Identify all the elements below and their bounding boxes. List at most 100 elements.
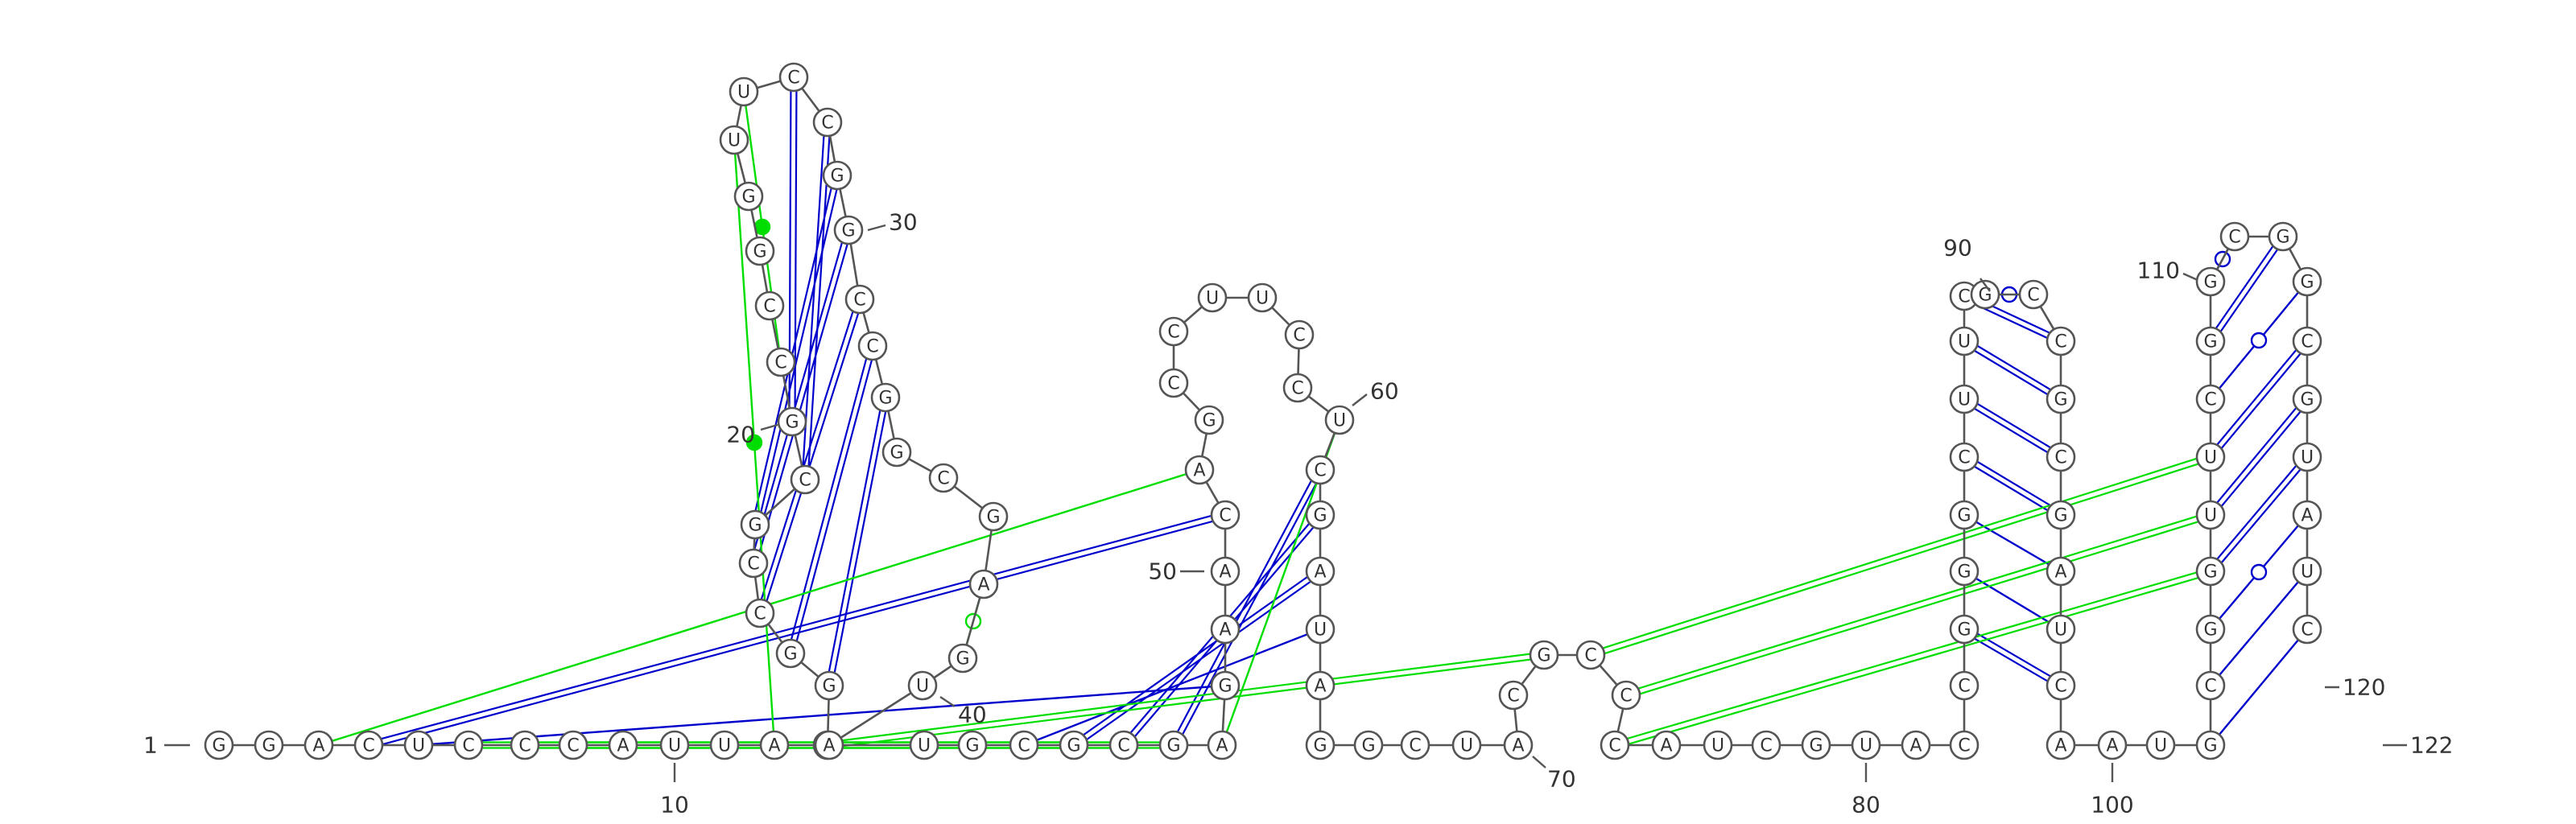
nucleotide-letter: A: [312, 736, 324, 756]
nucleotide-letter: G: [748, 516, 762, 536]
base-pair-74-107-line-1: [1624, 511, 2211, 694]
nucleotide-50: A: [1210, 556, 1241, 587]
base-pair-103-120-line: [2210, 628, 2308, 746]
nucleotide-circle: [2046, 614, 2076, 645]
nucleotide-23: G: [745, 236, 775, 266]
base-pair-18-29-line-1: [751, 174, 836, 525]
nucleotide-circle: [928, 463, 959, 493]
nucleotide-circle: [1400, 730, 1430, 760]
base-pair-14-33-line-2: [831, 398, 890, 686]
nucleotide-circle: [790, 464, 820, 495]
nucleotide-119: U: [2292, 556, 2322, 587]
nucleotide-41: U: [909, 730, 939, 760]
label-30: 30: [889, 209, 918, 236]
nucleotide-letter: A: [1660, 736, 1672, 756]
nucleotide-letter: G: [890, 443, 903, 464]
nucleotide-29: G: [822, 160, 852, 191]
nucleotide-circle: [1210, 670, 1241, 701]
nucleotide-20: G: [777, 406, 807, 437]
nucleotide-15: G: [775, 638, 806, 669]
nucleotide-circle: [2046, 384, 2076, 414]
nucleotide-42: G: [957, 730, 988, 760]
nucleotide-circle: [1949, 670, 1979, 701]
nucleotide-circle: [814, 670, 844, 701]
base-pair-110-113-line-2: [2211, 237, 2286, 344]
nucleotide-letter: G: [1202, 411, 1216, 431]
nucleotide-56: U: [1197, 282, 1228, 313]
nucleotide-letter: G: [783, 645, 797, 665]
nucleotide-57: U: [1247, 282, 1278, 313]
nucleotide-letter: U: [2204, 506, 2217, 526]
nucleotide-64: U: [1305, 614, 1335, 645]
nucleotide-circle: [1009, 730, 1039, 760]
tick-90: [1979, 278, 1991, 292]
nucleotide-circle: [745, 236, 775, 266]
position-labels: 1 122 10 20 30 40 50 60 70 80 90 100 110…: [143, 209, 2453, 818]
nucleotide-circle: [510, 730, 540, 760]
nucleotide-116: G: [2292, 384, 2322, 414]
nucleotide-71: C: [1498, 680, 1529, 711]
nucleotide-circle: [1305, 730, 1335, 760]
base-pair-lines: [318, 76, 2310, 749]
nucleotide-65: A: [1305, 670, 1335, 701]
nucleotide-78: C: [1751, 730, 1781, 760]
nucleotide-circle: [353, 730, 384, 760]
nucleotide-14: G: [814, 670, 844, 701]
nucleotide-circle: [1949, 556, 1979, 587]
nucleotide-letter: C: [1958, 736, 1970, 756]
nucleotide-letter: C: [2301, 332, 2313, 352]
nucleotide-63: A: [1305, 556, 1335, 587]
base-pair-89-94-line-2: [1962, 343, 2060, 402]
nucleotide-circle: [1305, 670, 1335, 701]
nucleotide-circle: [2292, 614, 2322, 645]
nucleotide-letter: C: [1018, 736, 1030, 756]
nucleotide-circle: [2097, 730, 2128, 760]
nucleotide-98: U: [2046, 614, 2076, 645]
nucleotide-letter: A: [2054, 736, 2066, 756]
nucleotide-letter: C: [821, 113, 833, 134]
nucleotide-114: G: [2292, 266, 2322, 297]
nucleotide-32: C: [857, 331, 888, 361]
nucleotide-118: A: [2292, 500, 2322, 530]
nucleotide-letter: U: [728, 131, 741, 151]
nucleotide-circle: [204, 730, 234, 760]
base-pair-4-51-line-2: [369, 517, 1227, 749]
nucleotide-letter: C: [1507, 686, 1519, 707]
nucleotide-circle: [2219, 221, 2250, 252]
base-pair-16-31-line-2: [762, 299, 864, 615]
base-pair-88-95-line-1: [1965, 396, 2063, 455]
nucleotide-letter: U: [1333, 411, 1346, 431]
nucleotide-circle: [957, 730, 988, 760]
nucleotide-53: G: [1194, 405, 1224, 435]
nucleotide-letter: C: [1291, 379, 1303, 399]
nucleotide-letter: C: [747, 554, 759, 575]
nucleotide-44: G: [1059, 730, 1089, 760]
nucleotide-106: G: [2195, 556, 2226, 587]
label-90: 90: [1943, 235, 1972, 262]
nucleotide-circle: [2046, 556, 2076, 587]
nucleotide-letter: U: [737, 83, 750, 103]
nucleotide-letter: U: [916, 677, 929, 697]
label-70: 70: [1547, 766, 1576, 793]
nucleotide-letter: G: [830, 167, 844, 187]
nucleotide-circle: [1059, 730, 1089, 760]
nucleotide-39: U: [907, 670, 938, 701]
nucleotide-letter: C: [2204, 677, 2216, 697]
nucleotide-letter: C: [1167, 323, 1179, 343]
nucleotide-circle: [608, 730, 638, 760]
nucleotide-circle: [1949, 500, 1979, 530]
nucleotide-circle: [740, 509, 770, 540]
nucleotide-letter: G: [965, 736, 979, 756]
nucleotide-62: G: [1305, 500, 1335, 530]
nucleotide-102: U: [2145, 730, 2176, 760]
nucleotide-letter: C: [2204, 390, 2216, 410]
base-pair-86-97-line: [1963, 513, 2062, 573]
nucleotides: GGACUCCCAUUAGGGCCGCGCCGGUUCCGGCCGGCGAGUA…: [204, 62, 2322, 760]
nucleotide-letter: A: [1219, 620, 1231, 641]
nucleotide-circle: [403, 730, 434, 760]
nucleotide-12: A: [759, 730, 790, 760]
nucleotide-80: U: [1851, 730, 1881, 760]
nucleotide-48: G: [1210, 670, 1241, 701]
nucleotide-circle: [2292, 266, 2322, 297]
